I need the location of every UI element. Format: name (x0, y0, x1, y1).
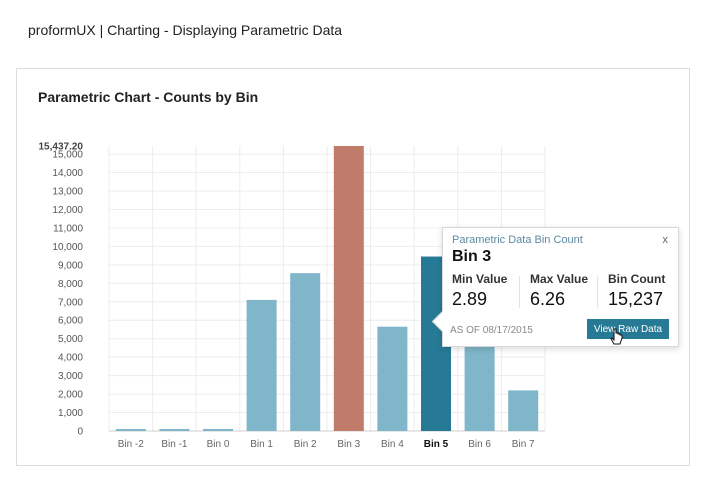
y-tick-label: 2,000 (58, 390, 83, 401)
y-tick-label: 0 (77, 427, 83, 438)
x-tick-label: Bin 2 (294, 439, 317, 450)
bar-bin-2[interactable] (290, 273, 321, 431)
bar-bin-7[interactable] (508, 390, 539, 431)
x-tick-label: Bin 3 (337, 439, 360, 450)
chart-title: Parametric Chart - Counts by Bin (38, 89, 259, 105)
bin-tooltip: Parametric Data Bin Count x Bin 3 Min Va… (431, 227, 679, 347)
stat-divider (519, 276, 520, 308)
x-tick-label: Bin 1 (250, 439, 273, 450)
x-tick-label: Bin 4 (381, 439, 404, 450)
bar-bin-3[interactable] (333, 146, 364, 431)
x-tick-label: Bin 5 (424, 439, 449, 450)
stat-label: Min Value (452, 272, 508, 286)
tooltip-heading: Parametric Data Bin Count (452, 234, 583, 246)
y-tick-label: 5,000 (58, 334, 83, 345)
chart-labels: 0 1,000 2,000 3,000 4,000 5,000 6,000 7,000 8,00… (39, 142, 536, 451)
x-tick-label: Bin -2 (118, 439, 145, 450)
stat-value: 2.89 (452, 289, 488, 309)
y-tick-label: 1,000 (58, 408, 83, 419)
y-tick-label: 14,000 (52, 168, 83, 179)
stat-divider (597, 276, 598, 308)
y-tick-label: 10,000 (52, 242, 83, 253)
y-tick-label: 8,000 (58, 279, 83, 290)
as-of-date: AS OF 08/17/2015 (450, 325, 533, 336)
bar-bin-0[interactable] (203, 428, 233, 431)
chart-card: Parametric Chart - Counts by Bin 0 1,000 2… (16, 68, 690, 466)
stat-label: Max Value (530, 272, 589, 286)
mouse-cursor-icon (610, 328, 623, 345)
bar-bin-4[interactable] (377, 326, 408, 431)
stat-min-value: Min Value 2.89 (452, 272, 507, 310)
stat-max-value: Max Value 6.26 (530, 272, 588, 310)
y-tick-label: 15,000 (52, 150, 83, 161)
y-tick-label: 13,000 (52, 186, 83, 197)
stat-label: Bin Count (608, 272, 666, 286)
close-icon[interactable]: x (662, 234, 669, 246)
x-tick-label: Bin 7 (512, 439, 535, 450)
x-tick-label: Bin -1 (161, 439, 188, 450)
x-tick-label: Bin 6 (468, 439, 491, 450)
y-tick-label: 7,000 (58, 297, 83, 308)
y-max-label: 15,437.20 (39, 142, 84, 153)
y-tick-label: 11,000 (53, 223, 83, 234)
y-tick-label: 4,000 (58, 353, 83, 364)
y-tick-label: 9,000 (58, 260, 83, 271)
page-title: proformUX | Charting - Displaying Parame… (28, 22, 343, 38)
stat-value: 15,237 (608, 289, 664, 309)
y-tick-label: 3,000 (58, 371, 83, 382)
y-tick-label: 6,000 (58, 316, 83, 327)
stat-value: 6.26 (530, 289, 566, 309)
x-tick-label: Bin 0 (207, 439, 230, 450)
bar-bin-1[interactable] (246, 299, 277, 431)
stat-bin-count: Bin Count 15,237 (608, 272, 665, 310)
bar-bin--2[interactable] (115, 428, 146, 431)
tooltip-bin-name: Bin 3 (452, 248, 492, 265)
view-raw-data-button[interactable]: View Raw Data (587, 319, 669, 339)
y-tick-label: 12,000 (52, 205, 83, 216)
bar-bin-6[interactable] (464, 334, 495, 431)
bar-bin--1[interactable] (159, 428, 190, 431)
